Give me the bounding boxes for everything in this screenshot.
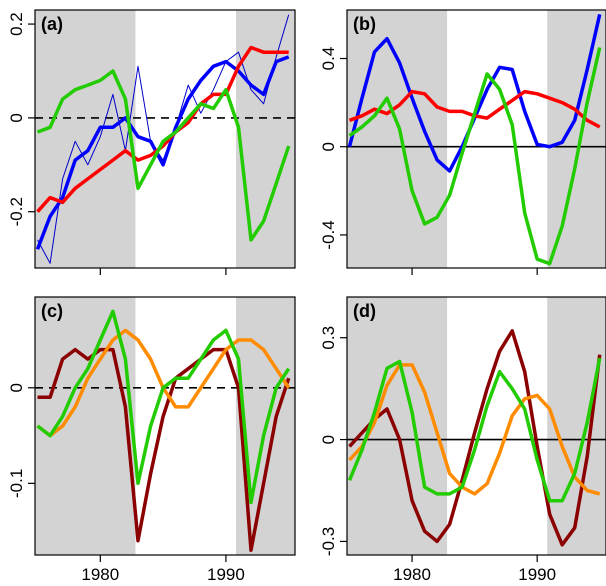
- y-tick-label: 0.2: [7, 12, 26, 36]
- series-line-blue: [35, 55, 290, 250]
- plot-frame: [34, 9, 296, 269]
- series-line-green: [36, 69, 291, 242]
- y-tick-label: 0: [319, 142, 338, 151]
- shaded-period: [35, 10, 136, 268]
- series-line-darkred: [37, 347, 291, 552]
- plot-frame: [346, 9, 606, 269]
- series-line-red: [36, 45, 289, 213]
- plot-frame: [34, 296, 296, 556]
- panel-label: (c): [41, 301, 63, 321]
- y-tick-label: 0.3: [319, 326, 338, 350]
- panel-4: (d) -0.3 0 0.3 1980 1990: [319, 296, 606, 584]
- panel-2: (b) -0.4 0 0.4: [319, 9, 606, 275]
- series-line-green: [36, 309, 291, 505]
- panel-1: (a) -0.2 0 0.2: [7, 9, 296, 275]
- y-tick-label: 0: [7, 383, 26, 392]
- series-line-green: [347, 357, 602, 503]
- x-tick-label: 1990: [207, 565, 245, 584]
- y-tick-label: 0.4: [319, 47, 338, 71]
- panel-3: (c) -0.1 0 1980 1990: [7, 296, 296, 584]
- x-tick-label: 1990: [518, 565, 556, 584]
- series-line-darkred: [348, 329, 602, 547]
- series-line-green: [348, 47, 602, 266]
- shaded-period: [347, 10, 448, 268]
- y-tick-label: -0.2: [7, 197, 26, 226]
- y-tick-label: -0.1: [7, 469, 26, 498]
- shaded-period: [347, 297, 448, 555]
- x-tick-label: 1980: [393, 565, 431, 584]
- y-tick-label: 0: [7, 113, 26, 122]
- shaded-period: [235, 10, 295, 268]
- panel-label: (d): [353, 301, 376, 321]
- y-tick-label: -0.3: [319, 527, 338, 556]
- plot-frame: [346, 296, 606, 556]
- y-tick-label: 0: [319, 435, 338, 444]
- x-tick-label: 1980: [81, 565, 119, 584]
- series-line-orange: [348, 363, 601, 496]
- shaded-period: [547, 10, 606, 268]
- panel-label: (a): [41, 14, 63, 34]
- y-tick-label: -0.4: [319, 220, 338, 249]
- panel-label: (b): [353, 14, 376, 34]
